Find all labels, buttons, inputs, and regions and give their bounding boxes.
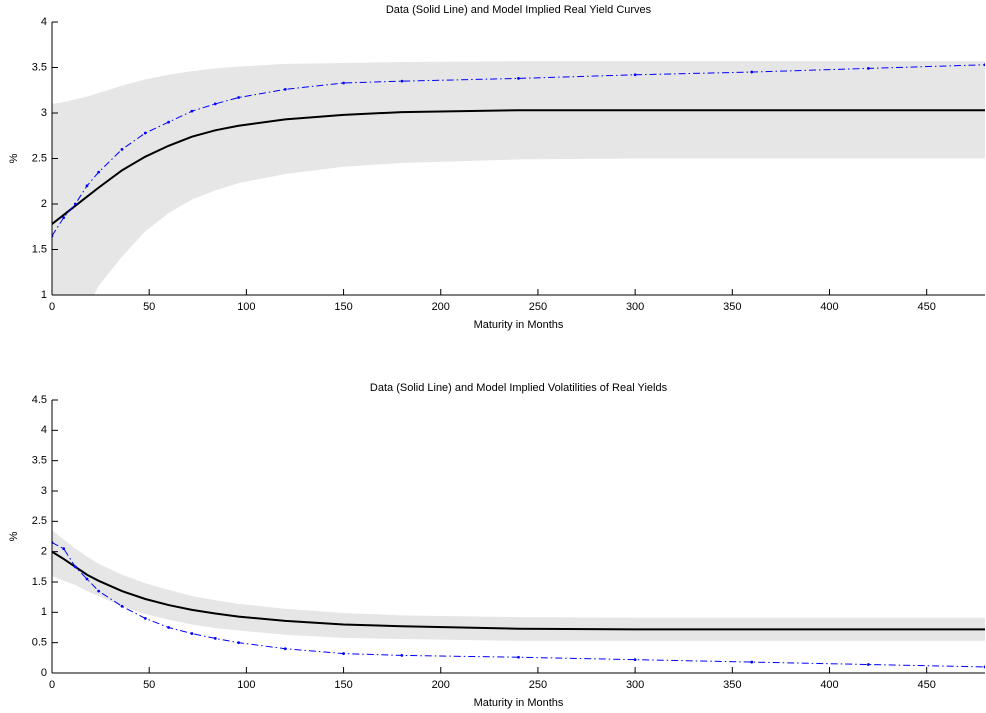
series-line [52,109,985,225]
data-point [213,102,217,106]
data-point [342,652,345,655]
x-tick-label: 200 [432,301,450,313]
data-point [85,184,89,188]
data-point [167,626,171,629]
data-point [73,202,77,206]
x-tick-label: 150 [334,679,352,691]
data-point [866,67,870,70]
x-tick-label: 250 [529,301,547,313]
data-point [283,647,287,651]
y-tick-label: 1.5 [32,576,47,588]
y-tick-label: 2.5 [32,515,47,527]
x-tick-label: 200 [432,679,450,691]
x-tick-label: 150 [334,301,352,313]
data-point [237,96,241,99]
y-tick-label: 2 [41,198,47,210]
x-tick-label: 100 [237,301,255,313]
data-point [167,120,171,124]
data-point [400,654,404,657]
data-point [517,77,520,80]
data-point [97,589,101,593]
data-point [633,73,637,77]
data-point [97,170,101,174]
x-axis-label: Maturity in Months [474,319,564,331]
x-tick-label: 0 [49,301,55,313]
data-point [120,604,124,608]
data-point [237,641,241,645]
y-tick-label: 2.5 [32,152,47,164]
data-point [190,109,194,113]
y-tick-label: 4.5 [32,394,47,406]
data-point [143,617,147,620]
x-tick-label: 450 [918,679,936,691]
data-point [283,87,287,91]
data-point [62,216,66,220]
plot-area [52,61,985,295]
confidence-band [52,530,985,641]
y-tick-label: 3.5 [32,455,47,467]
y-tick-label: 1 [41,606,47,618]
x-tick-label: 350 [723,679,741,691]
y-tick-label: 3 [41,107,47,119]
x-tick-label: 100 [237,679,255,691]
data-point [62,547,66,551]
y-tick-label: 0 [41,667,47,679]
confidence-band [52,61,985,295]
y-tick-label: 4 [41,16,47,28]
data-point [633,658,637,662]
data-point [213,637,217,640]
chart-title: Data (Solid Line) and Model Implied Real… [386,4,652,16]
x-tick-label: 400 [820,301,838,313]
x-tick-label: 350 [723,301,741,313]
data-point [120,148,124,151]
y-tick-label: 0.5 [32,637,47,649]
series-line [52,550,985,631]
chart-title: Data (Solid Line) and Model Implied Vola… [370,382,668,394]
y-tick-label: 4 [41,424,47,436]
y-tick-label: 1.5 [32,243,47,255]
x-tick-label: 300 [626,301,644,313]
x-tick-label: 250 [529,679,547,691]
data-point [190,632,194,635]
x-tick-label: 450 [918,301,936,313]
data-point [85,577,89,581]
y-axis-label: % [8,531,20,541]
plot-area [52,530,985,669]
data-point [750,660,754,664]
data-point [400,79,404,83]
y-tick-label: 2 [41,546,47,558]
data-point [342,81,345,85]
y-tick-label: 1 [41,289,47,301]
y-tick-label: 3.5 [32,61,47,73]
data-point [143,131,147,135]
data-point [73,565,77,569]
data-point [750,70,754,74]
x-tick-label: 0 [49,679,55,691]
data-point [983,665,985,669]
data-point [983,63,985,67]
data-point [517,655,520,659]
x-tick-label: 50 [143,301,155,313]
y-axis-label: % [8,153,20,163]
data-point [866,663,870,666]
x-tick-label: 400 [820,679,838,691]
y-tick-label: 3 [41,485,47,497]
x-tick-label: 50 [143,679,155,691]
x-axis-label: Maturity in Months [474,697,564,709]
x-tick-label: 300 [626,679,644,691]
